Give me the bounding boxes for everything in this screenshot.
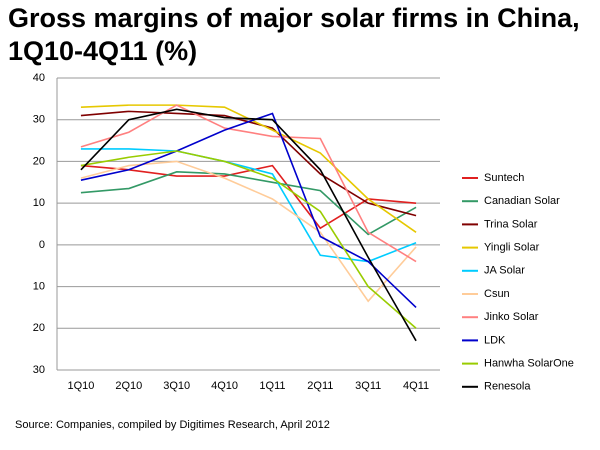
x-tick-label: 3Q10 [163,380,190,392]
series-line [80,104,417,263]
y-tick-label: 30 [33,114,45,126]
legend-label: Hanwha SolarOne [484,358,574,370]
legend-label: Yingli Solar [484,242,540,254]
y-tick-label: 10 [33,197,45,209]
x-tick-label: 3Q11 [355,380,381,392]
y-tick-label: 0 [39,239,45,251]
y-tick-label: 20 [33,322,45,334]
series-line [80,150,417,329]
y-tick-label: 30 [33,364,45,376]
series-line [80,148,417,263]
series-line [80,112,417,309]
series-line [80,171,417,236]
chart-title: Gross margins of major solar firms in Ch… [8,3,580,66]
x-tick-label: 4Q10 [211,380,238,392]
y-tick-label: 40 [33,72,45,84]
legend-label: LDK [484,334,506,346]
legend-label: Csun [484,288,510,300]
x-tick-label: 1Q11 [259,380,285,392]
legend-label: Renesola [484,381,531,393]
x-tick-label: 4Q11 [403,380,429,392]
series-line [80,108,417,342]
legend-label: Trina Solar [484,218,538,230]
legend-label: Canadian Solar [484,195,560,207]
legend-label: Suntech [484,172,524,184]
y-tick-label: 20 [33,155,45,167]
y-tick-label: 10 [33,280,45,292]
series-line [80,164,417,230]
x-tick-label: 1Q10 [67,380,94,392]
legend-label: JA Solar [484,265,525,277]
series-line [80,160,417,303]
x-tick-label: 2Q10 [115,380,142,392]
legend-label: Jinko Solar [484,311,539,323]
source-note: Source: Companies, compiled by Digitimes… [15,419,330,431]
x-tick-label: 2Q11 [307,380,333,392]
